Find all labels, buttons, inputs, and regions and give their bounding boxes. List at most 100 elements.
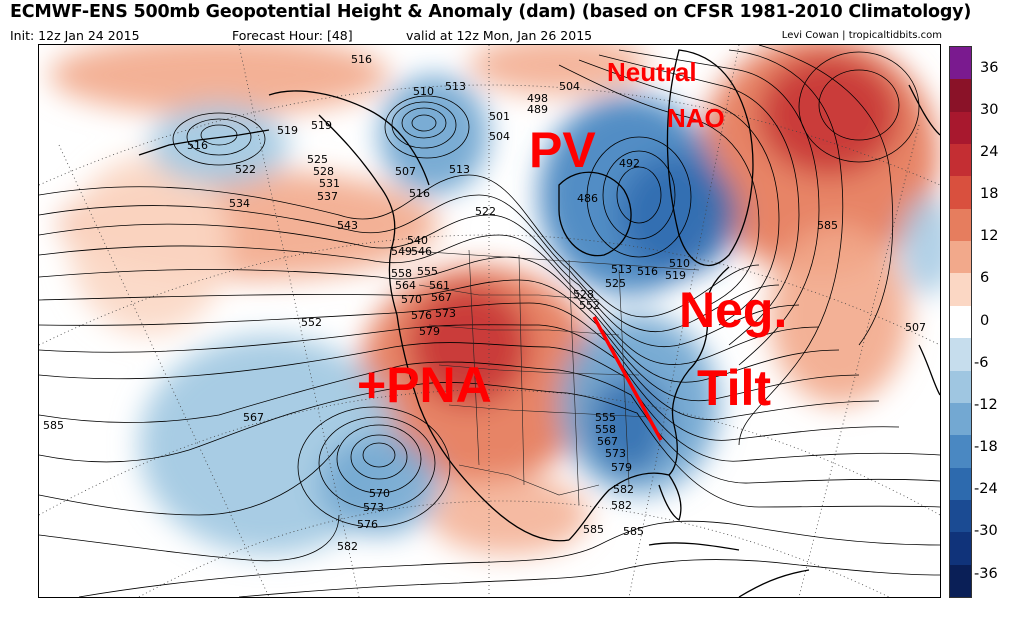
contour-label: 570 — [369, 487, 390, 500]
colorbar-swatch — [950, 435, 971, 469]
colorbar-label: 18 — [980, 186, 999, 202]
ridge-greenland-core — [759, 55, 899, 175]
colorbar-swatch — [950, 144, 971, 177]
contour-label: 555 — [417, 265, 438, 278]
colorbar-swatch — [950, 532, 971, 566]
colorbar-label: 30 — [980, 102, 999, 118]
credit: Levi Cowan | tropicaltidbits.com — [781, 30, 942, 41]
ridge-arctic — [469, 45, 649, 95]
contour-label: 498 — [527, 92, 548, 105]
contour-label: 564 — [395, 279, 416, 292]
contour-label: 570 — [401, 293, 422, 306]
map-title: ECMWF-ENS 500mb Geopotential Height & An… — [10, 2, 972, 22]
colorbar-swatch — [950, 499, 971, 533]
colorbar-swatch — [950, 467, 971, 501]
anomaly-shading — [49, 45, 940, 555]
colorbar-swatch — [950, 47, 971, 80]
trough-labrador — [619, 155, 739, 275]
trough-atlantic-east — [899, 195, 940, 295]
contour-label-group: 516 510 513 504 498 489 501 504 492 519 … — [43, 53, 926, 553]
contour-label: 513 — [449, 163, 470, 176]
colorbar — [949, 46, 972, 598]
trough-axis-line — [592, 316, 663, 441]
contour-label: 582 — [613, 483, 634, 496]
contour-label: 576 — [357, 518, 378, 531]
contour-label: 573 — [435, 307, 456, 320]
state-borders — [398, 249, 700, 506]
ridge-atlantic — [769, 225, 909, 405]
annotation-pna: +PNA — [357, 357, 492, 413]
annotation-pv: PV — [529, 122, 596, 178]
ridge-west-core — [409, 285, 529, 405]
trough-east-core — [589, 375, 669, 475]
valid-time: valid at 12z Mon, Jan 26 2015 — [406, 28, 593, 43]
map-canvas: 516 510 513 504 498 489 501 504 492 519 … — [39, 45, 940, 597]
contour-label: 537 — [317, 190, 338, 203]
contour-label: 486 — [577, 192, 598, 205]
contour-label: 585 — [623, 525, 644, 538]
colorbar-swatch — [950, 370, 971, 404]
annotation-nao: NAO — [667, 103, 725, 133]
colorbar-swatch — [950, 111, 971, 145]
contour-label: 576 — [411, 309, 432, 322]
init-time: Init: 12z Jan 24 2015 — [10, 28, 140, 43]
trough-low-pacific — [319, 435, 439, 535]
contour-label: 519 — [311, 119, 332, 132]
contour-label: 546 — [411, 245, 432, 258]
contour-label: 573 — [363, 501, 384, 514]
colorbar-swatch — [950, 241, 971, 274]
contour-label: 567 — [431, 291, 452, 304]
annotation-neutral: Neutral — [607, 57, 697, 87]
colorbar-label: 6 — [980, 270, 990, 286]
contour-label: 579 — [611, 461, 632, 474]
contour-label: 540 — [407, 234, 428, 247]
contour-label: 531 — [319, 177, 340, 190]
colorbar-label: -30 — [974, 523, 998, 539]
annotation-group: PV Neutral NAO Neg. Tilt +PNA — [357, 57, 787, 441]
contour-label: 573 — [605, 447, 626, 460]
contour-label: 585 — [817, 219, 838, 232]
colorbar-label: 36 — [980, 60, 999, 76]
contour-label: 582 — [611, 499, 632, 512]
forecast-hour: Forecast Hour: [48] — [232, 28, 353, 43]
contour-label: 552 — [579, 299, 600, 312]
colorbar-label: -6 — [974, 355, 989, 371]
ridge-north-pacific — [49, 45, 389, 115]
ridge-mexico — [429, 475, 589, 555]
ridge-sw-pacific — [69, 155, 229, 335]
contour-label: 492 — [619, 157, 640, 170]
contour-label: 513 — [611, 263, 632, 276]
contour-label: 525 — [307, 153, 328, 166]
colorbar-label: -12 — [974, 397, 998, 413]
contour-label: 522 — [235, 163, 256, 176]
contour-label: 585 — [583, 523, 604, 536]
annotation-tilt: Tilt — [697, 360, 771, 416]
contour-label: 510 — [413, 85, 434, 98]
contour-label: 516 — [409, 187, 430, 200]
contour-label: 561 — [429, 279, 450, 292]
contour-label: 501 — [489, 110, 510, 123]
contour-label: 558 — [391, 267, 412, 280]
contour-label: 510 — [669, 257, 690, 270]
contour-label: 516 — [187, 139, 208, 152]
trough-alaska — [379, 75, 489, 195]
contour-label: 579 — [419, 325, 440, 338]
contour-label: 516 — [637, 265, 658, 278]
contour-label: 519 — [665, 269, 686, 282]
colorbar-label: 12 — [980, 228, 999, 244]
colorbar-label: -24 — [974, 481, 998, 497]
contour-label: 504 — [559, 80, 580, 93]
contour-label: 513 — [445, 80, 466, 93]
colorbar-swatch — [950, 338, 971, 372]
colorbar-swatch — [950, 402, 971, 436]
contour-label: 525 — [605, 277, 626, 290]
colorbar-label: 0 — [980, 313, 990, 329]
contour-label: 489 — [527, 103, 548, 116]
contour-label: 549 — [391, 245, 412, 258]
contour-label: 534 — [229, 197, 250, 210]
contour-label: 558 — [595, 423, 616, 436]
colorbar-swatch — [950, 305, 971, 339]
colorbar-swatch — [950, 564, 971, 598]
annotation-neg: Neg. — [679, 282, 787, 338]
contour-label: 543 — [337, 219, 358, 232]
